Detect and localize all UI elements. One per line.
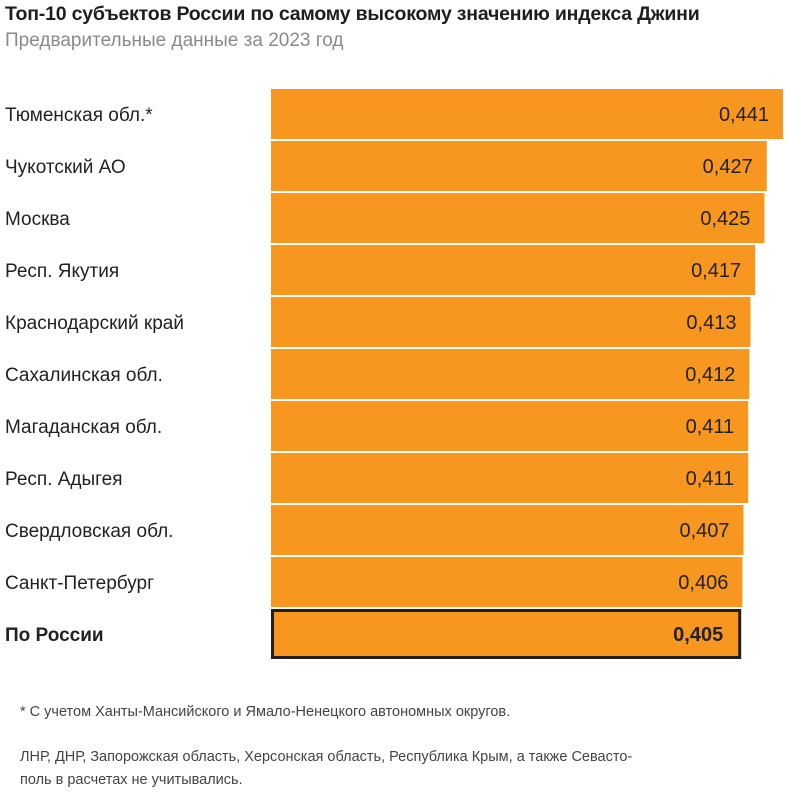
bar	[271, 349, 750, 399]
category-label: По России	[5, 625, 104, 646]
bar	[271, 453, 749, 503]
category-label: Краснодарский край	[5, 313, 184, 334]
bar	[271, 245, 756, 295]
value-label: 0,441	[719, 104, 769, 126]
category-label: Свердловская обл.	[5, 521, 173, 542]
bar	[271, 401, 749, 451]
bar	[271, 297, 751, 347]
category-label: Магаданская обл.	[5, 417, 162, 438]
bar	[271, 557, 743, 607]
category-label: Сахалинская обл.	[5, 365, 163, 386]
category-label: Санкт-Петербург	[5, 573, 154, 594]
category-label: Тюменская обл.*	[5, 105, 153, 126]
category-label: Москва	[5, 209, 70, 230]
value-label: 0,406	[678, 572, 728, 594]
footnote-asterisk: * С учетом Ханты-Мансийского и Ямало-Нен…	[20, 704, 511, 720]
value-label: 0,427	[703, 156, 753, 178]
bar	[271, 505, 744, 555]
value-label: 0,413	[686, 312, 736, 334]
chart-title: Топ-10 субъектов России по самому высоко…	[5, 3, 700, 25]
chart-subtitle: Предварительные данные за 2023 год	[5, 30, 344, 51]
value-label: 0,407	[679, 520, 729, 542]
bar	[271, 89, 783, 139]
value-label: 0,411	[686, 416, 735, 438]
category-label: Респ. Адыгея	[5, 469, 123, 490]
value-label: 0,411	[686, 468, 735, 490]
value-label: 0,412	[685, 364, 735, 386]
bar	[271, 609, 742, 659]
bar	[271, 141, 767, 191]
value-label: 0,405	[673, 624, 723, 646]
bar	[271, 193, 765, 243]
category-label: Респ. Якутия	[5, 261, 119, 282]
value-label: 0,417	[691, 260, 741, 282]
bar-chart: Тюменская обл.* 0,441 Чукотский АО 0,427 Мос…	[5, 89, 783, 659]
category-label: Чукотский АО	[5, 157, 126, 178]
footnote-exclusions: ЛНР, ДНР, Запорожская область, Херсонска…	[20, 749, 633, 788]
value-label: 0,425	[700, 208, 750, 230]
